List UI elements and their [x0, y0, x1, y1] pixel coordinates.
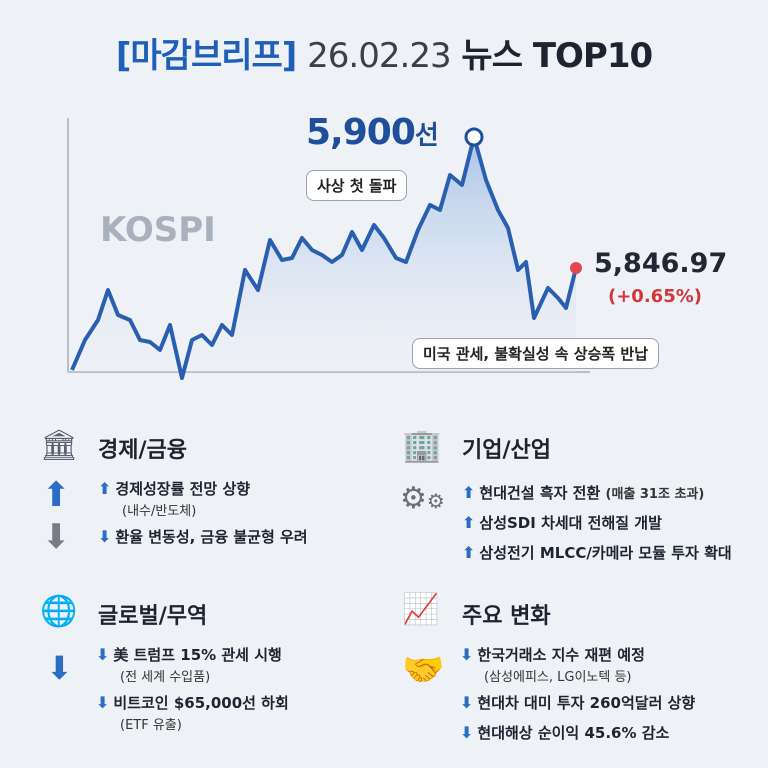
- down-arrow-icon: ⬇: [460, 723, 474, 742]
- list-item: ⬇ 환율 변동성, 금융 불균형 우려: [98, 526, 308, 547]
- title-bracket: [마감브리프]: [115, 36, 297, 76]
- peak-note: 사상 첫 돌파: [306, 170, 408, 201]
- list-item: ⬇ 美 트럼프 15% 관세 시행: [96, 644, 282, 665]
- globe-icon: 🌐: [40, 594, 78, 629]
- kospi-line-chart: [67, 118, 590, 380]
- title-rest: 뉴스 TOP10: [461, 36, 653, 76]
- list-item: ⬇ 현대차 대미 투자 260억달러 상향: [460, 692, 695, 713]
- chart-line: [70, 135, 578, 380]
- list-item: ⬇ 한국거래소 지수 재편 예정: [460, 644, 645, 665]
- title-date: 26.02.23: [307, 36, 451, 76]
- peak-marker: [464, 127, 484, 147]
- bank-icon: 🏛: [40, 428, 79, 463]
- close-value: 5,846.97: [594, 248, 728, 279]
- item-text: 美 트럼프 15% 관세 시행: [113, 646, 282, 664]
- list-item: ⬆ 경제성장률 전망 상향: [98, 478, 250, 499]
- item-text: 한국거래소 지수 재편 예정: [477, 646, 645, 664]
- section-title-global: 글로벌/무역: [98, 604, 208, 629]
- down-arrow-icon: ⬇: [460, 693, 474, 712]
- big-down-arrow-icon: ⬇: [46, 649, 73, 687]
- item-sub: (ETF 유출): [120, 718, 182, 733]
- item-text: 환율 변동성, 금융 불균형 우려: [115, 528, 308, 546]
- list-item: ⬆ 현대건설 흑자 전환 (매출 31조 초과): [462, 482, 704, 503]
- peak-number: 5,900: [306, 112, 416, 153]
- down-arrow-icon: ⬇: [98, 527, 112, 546]
- growth-chart-icon: 📈: [402, 592, 440, 627]
- item-text: 삼성전기 MLCC/카메라 모듈 투자 확대: [479, 544, 732, 562]
- building-icon: 🏢: [402, 426, 442, 464]
- item-sub: (삼성에피스, LG이노텍 등): [484, 670, 632, 685]
- index-label: KOSPI: [100, 210, 216, 250]
- item-text: 현대차 대미 투자 260억달러 상향: [477, 694, 696, 712]
- peak-unit: 선: [414, 121, 439, 151]
- list-item: ⬆ 삼성SDI 차세대 전해질 개발: [462, 512, 662, 533]
- item-text: 현대해상 순이익 45.6% 감소: [477, 724, 670, 742]
- section-title-industry: 기업/산업: [462, 438, 551, 463]
- close-marker: [570, 262, 582, 274]
- item-text: 경제성장률 전망 상향: [115, 480, 251, 498]
- up-arrow-icon: ⬆: [462, 513, 476, 532]
- up-arrow-icon: ⬆: [462, 483, 476, 502]
- list-item: ⬇ 현대해상 순이익 45.6% 감소: [460, 722, 669, 743]
- item-text: 비트코인 $65,000선 하회: [113, 694, 289, 712]
- up-arrow-icon: ⬆: [462, 543, 476, 562]
- item-sub: (내수/반도체): [122, 504, 197, 519]
- down-arrow-icon: ⬇: [460, 645, 474, 664]
- item-text: 삼성SDI 차세대 전해질 개발: [479, 514, 662, 532]
- big-up-arrow-icon: ⬆: [42, 475, 71, 515]
- close-note: 미국 관세, 불확실성 속 상승폭 반납: [412, 338, 660, 369]
- section-title-changes: 주요 변화: [462, 604, 551, 629]
- gears-icon: ⚙⚙: [400, 481, 445, 516]
- section-title-economy: 경제/금융: [98, 438, 187, 463]
- handshake-icon: 🤝: [402, 650, 445, 690]
- change-value: (+0.65%): [608, 286, 702, 307]
- item-text: 현대건설 흑자 전환: [479, 484, 601, 502]
- list-item: ⬇ 비트코인 $65,000선 하회: [96, 692, 289, 713]
- item-sub: (매출 31조 초과): [605, 487, 705, 502]
- up-arrow-icon: ⬆: [98, 479, 112, 498]
- down-arrow-icon: ⬇: [96, 645, 110, 664]
- item-sub: (전 세계 수입품): [120, 670, 211, 685]
- peak-value: 5,900선: [306, 112, 439, 153]
- down-arrow-icon: ⬇: [96, 693, 110, 712]
- page-title: [마감브리프] 26.02.23 뉴스 TOP10: [0, 28, 768, 77]
- big-down-arrow-icon: ⬇: [42, 517, 71, 557]
- list-item: ⬆ 삼성전기 MLCC/카메라 모듈 투자 확대: [462, 542, 732, 563]
